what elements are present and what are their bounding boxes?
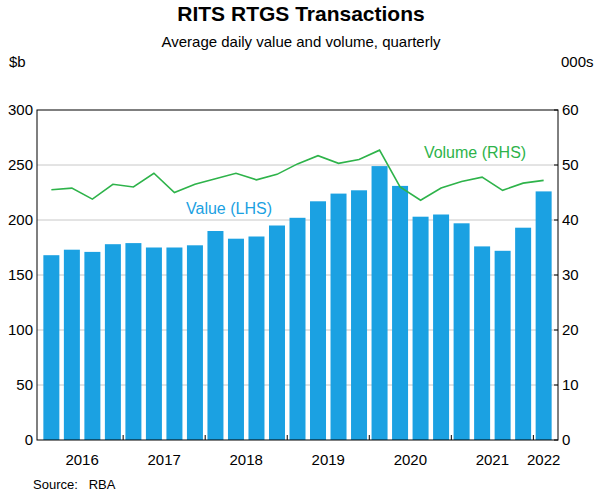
bar xyxy=(228,239,244,440)
x-tick xyxy=(369,435,370,440)
bar xyxy=(84,252,100,440)
y2-tick-label: 60 xyxy=(562,101,579,118)
bar xyxy=(351,190,367,440)
bar xyxy=(433,215,449,441)
y2-tick-label: 10 xyxy=(562,376,579,393)
bar xyxy=(125,243,141,440)
chart: RITS RTGS Transactions Average daily valu… xyxy=(0,0,602,496)
series-annotation: Volume (RHS) xyxy=(424,144,526,161)
y-tick-label: 200 xyxy=(8,211,33,228)
y2-tick-label: 40 xyxy=(562,211,579,228)
y-tick-label: 0 xyxy=(25,431,33,448)
series-annotation: Value (LHS) xyxy=(186,200,272,217)
bar xyxy=(331,194,347,440)
bar xyxy=(43,255,59,440)
x-tick xyxy=(533,435,534,440)
bar xyxy=(105,244,121,440)
x-tick xyxy=(123,435,124,440)
y-tick-label: 150 xyxy=(8,266,33,283)
bar xyxy=(248,237,264,441)
x-tick-label: 2020 xyxy=(394,451,427,468)
bar xyxy=(187,245,203,440)
bar xyxy=(413,217,429,440)
x-tick-label: 2017 xyxy=(147,451,180,468)
bar xyxy=(166,248,182,441)
y2-axis-label: 000s xyxy=(561,53,594,70)
x-tick xyxy=(451,435,452,440)
y2-tick xyxy=(554,220,558,221)
x-tick-label: 2018 xyxy=(230,451,263,468)
bar xyxy=(372,166,388,440)
y-tick-label: 100 xyxy=(8,321,33,338)
bar xyxy=(146,248,162,441)
plot-frame xyxy=(37,110,558,440)
bar xyxy=(392,186,408,440)
y-tick-label: 300 xyxy=(8,101,33,118)
y2-tick xyxy=(554,165,558,166)
bar xyxy=(290,218,306,440)
x-tick-label: 2019 xyxy=(312,451,345,468)
subtitle: Average daily value and volume, quarterl… xyxy=(161,33,441,50)
bar xyxy=(474,246,490,440)
bar xyxy=(454,223,470,440)
plot-area xyxy=(43,150,551,440)
y2-tick xyxy=(554,385,558,386)
y2-tick-label: 0 xyxy=(562,431,570,448)
x-tick-label: 2021 xyxy=(476,451,509,468)
y2-tick-label: 50 xyxy=(562,156,579,173)
bar xyxy=(207,231,223,440)
y-tick-label: 50 xyxy=(16,376,33,393)
x-tick-label: 2016 xyxy=(65,451,98,468)
title: RITS RTGS Transactions xyxy=(177,2,424,25)
y-axis-label: $b xyxy=(9,53,26,70)
y2-tick-label: 20 xyxy=(562,321,579,338)
y2-tick-label: 30 xyxy=(562,266,579,283)
y2-tick xyxy=(554,275,558,276)
bar xyxy=(269,226,285,441)
source: Source: RBA xyxy=(33,477,116,492)
bar xyxy=(495,251,511,440)
x-tick-label: 2022 xyxy=(527,451,560,468)
y-tick-label: 250 xyxy=(8,156,33,173)
x-tick xyxy=(205,435,206,440)
bar xyxy=(515,228,531,440)
bar xyxy=(64,250,80,440)
x-tick xyxy=(287,435,288,440)
bar xyxy=(536,191,552,440)
y2-tick xyxy=(554,330,558,331)
bar xyxy=(310,201,326,440)
